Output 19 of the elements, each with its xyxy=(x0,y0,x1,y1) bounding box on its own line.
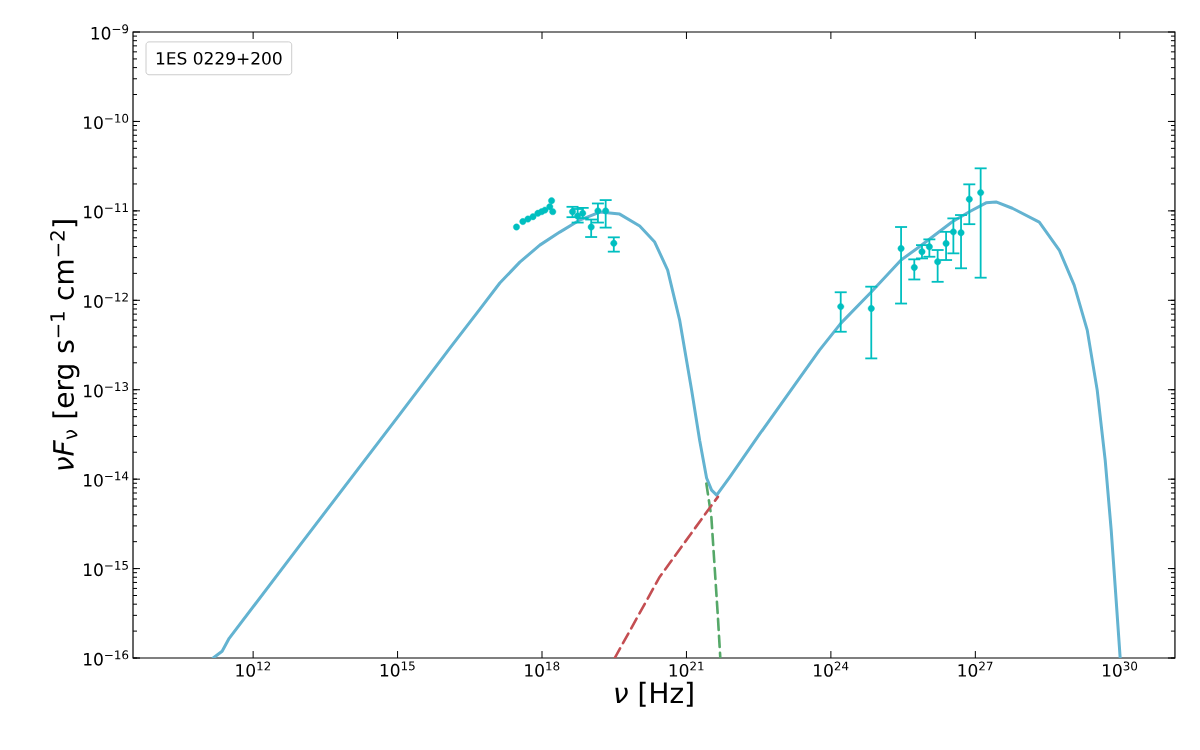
line-series xyxy=(705,482,722,659)
y-tick-label: 10$^{−10}$ xyxy=(84,113,129,130)
y-tick-label: 10$^{−14}$ xyxy=(84,471,129,487)
x-tick-label: 10$^{24}$ xyxy=(814,661,849,677)
annotation: 1ES 0229+200 xyxy=(156,51,282,65)
x-axis-title: ν [Hz] xyxy=(615,681,693,707)
y-tick-label: 10$^{−15}$ xyxy=(84,560,128,577)
x-tick-label: 10$^{15}$ xyxy=(380,661,415,677)
y-tick-label: 10$^{−12}$ xyxy=(84,292,128,308)
y-tick-label: 10$^{−13}$ xyxy=(84,382,129,398)
x-tick-label: 10$^{30}$ xyxy=(1103,661,1138,677)
y-axis-title: νF$_{ν}$ [erg s$^{−1}$ cm$^{−2}$] xyxy=(50,220,80,470)
x-tick-label: 10$^{12}$ xyxy=(236,661,271,677)
x-tick-label: 10$^{27}$ xyxy=(958,661,993,677)
x-tick-label: 10$^{18}$ xyxy=(525,661,560,677)
y-tick-label: 10$^{−16}$ xyxy=(84,650,129,666)
y-tick-label: 10$^{−11}$ xyxy=(84,203,128,219)
x-tick-label: 10$^{21}$ xyxy=(669,661,704,677)
y-tick-label: 10$^{−9}$ xyxy=(91,24,129,40)
